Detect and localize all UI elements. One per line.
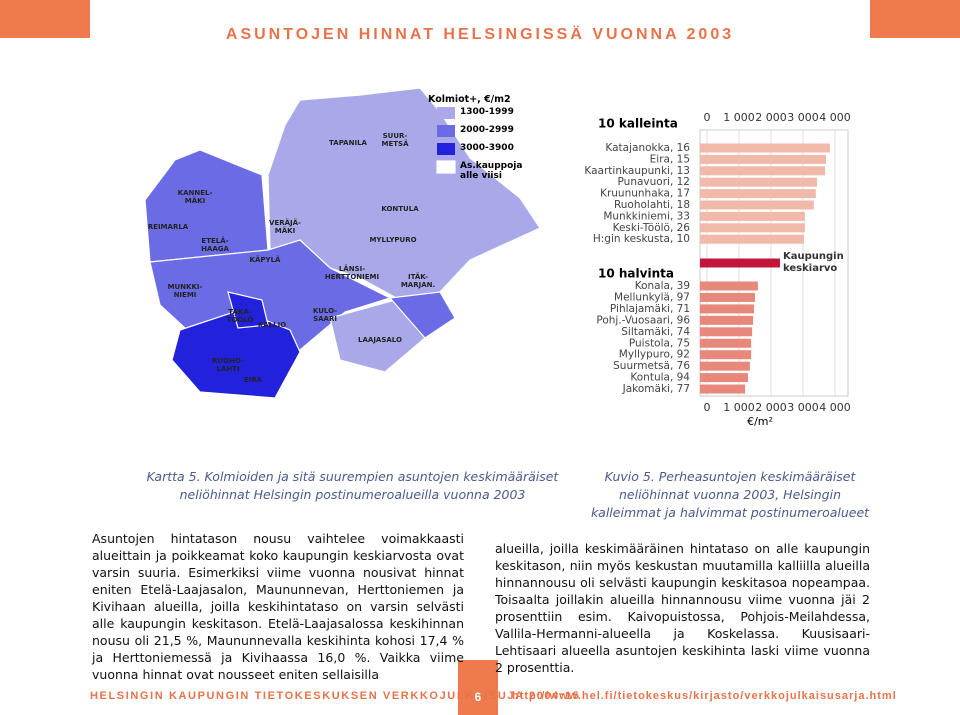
bar [700,200,814,210]
footer-series: HELSINGIN KAUPUNGIN TIETOKESKUKSEN VERKK… [90,690,581,702]
legend-label: 2000-2999 [460,125,514,135]
bar [700,292,755,302]
bar [700,143,830,153]
district-label: TAPANILA [329,139,367,147]
x-tick-label: 0 [704,111,711,124]
category-label: Punavuori, 12 [618,176,690,188]
legend-label: As.kauppoja alle viisi [460,161,523,181]
x-tick-label: 1 000 [723,401,755,414]
page-title: ASUNTOJEN HINNAT HELSINGISSÄ VUONNA 2003 [225,26,735,43]
average-label: Kaupungin keskiarvo [783,251,844,274]
bar [700,234,804,244]
district-label: KÄPYLÄ [249,256,281,264]
district-label: MUNKKI- NIEMI [167,283,203,299]
category-label: Eira, 15 [650,153,690,165]
district-label: LÄNSI- HERTTONIEMI [324,265,380,281]
x-tick-label: 3 000 [787,111,819,124]
header-block [0,0,90,38]
category-label: Kontula, 94 [630,372,690,384]
x-tick-label: 0 [704,401,711,414]
category-label: Kaartinkaupunki, 13 [584,165,690,177]
map-area [329,299,426,373]
district-label: REIMARLA [147,223,189,231]
category-label: Suurmetsä, 76 [613,360,690,372]
category-label: Katajanokka, 16 [605,142,690,154]
page-number: 6 [474,690,482,704]
legend-swatch [437,143,455,155]
category-label: Pohj.-Vuosaari, 96 [596,314,690,326]
bar [700,223,805,233]
map-area [227,291,269,329]
bar [700,304,755,314]
bar [700,177,818,187]
district-label: MYLLYPURO [369,236,417,244]
category-label: Keski-Töölö, 26 [613,222,691,234]
map-caption: Kartta 5. Kolmioiden ja sitä suurempien … [146,469,559,502]
body-text-right: alueilla, joilla keskimääräinen hintatas… [495,541,870,675]
x-tick-label: 3 000 [787,401,819,414]
legend-title: Kolmiot+, €/m2 [428,94,511,105]
category-label: Myllypuro, 92 [619,349,690,361]
footer-url[interactable]: http://www.hel.fi/tietokeskus/kirjasto/v… [512,690,897,702]
district-label: TAKA- TÖÖLÖ [226,308,254,324]
district-label: RUOHO- LAHTI [212,357,244,373]
district-label: SUUR- METSÄ [381,132,409,148]
chart-caption: Kuvio 5. Perheasuntojen keskimääräiset n… [590,469,870,520]
category-label: Puistola, 75 [629,337,690,349]
district-label: VERÄJÄ- MÄKI [269,219,301,235]
bar [700,211,805,221]
group-label: 10 kalleinta [598,117,678,131]
bar [700,338,752,348]
category-label: Siltamäki, 74 [621,326,690,338]
x-tick-label: 2 000 [755,401,787,414]
x-tick-label: 4 000 [819,111,851,124]
bar [700,384,746,394]
bar [700,281,758,291]
legend-label: 1300-1999 [460,107,514,117]
legend-swatch [436,160,456,174]
bar [700,373,748,383]
category-label: Munkkiniemi, 33 [603,210,690,222]
x-tick-label: 1 000 [723,111,755,124]
bar [700,258,780,268]
header-block [870,0,960,38]
bar [700,350,752,360]
category-label: H:gin keskusta, 10 [593,233,690,245]
bar [700,327,753,337]
district-label: ETELÄ- HAAGA [201,237,229,253]
map-area [388,291,456,339]
district-label: KULO- SAARI [312,307,338,323]
district-label: ITÄK- MARJAN. [400,273,436,289]
bar [700,189,816,199]
category-label: Mellunkylä, 97 [614,291,690,303]
district-label: KALLIO [257,321,287,329]
legend-label: 3000-3900 [460,143,514,153]
district-label: EIRA [243,376,263,384]
district-label: KONTULA [381,205,419,213]
legend-swatch [437,125,455,137]
category-label: Ruoholahti, 18 [614,199,690,211]
body-text-left: Asuntojen hintatason nousu vaihtelee voi… [92,531,464,682]
legend-swatch [437,107,455,119]
x-axis-label: €/m² [747,415,773,428]
category-label: Kruununhaka, 17 [600,188,690,200]
bar [700,166,826,176]
district-label: KANNEL- MÄKI [177,189,213,205]
group-label: 10 halvinta [598,267,674,281]
map [144,87,541,399]
page-number-box [458,660,498,715]
bar [700,361,750,371]
category-label: Pihlajamäki, 71 [610,303,690,315]
x-tick-label: 4 000 [819,401,851,414]
category-label: Konala, 39 [635,280,690,292]
district-label: LAAJASALO [358,336,402,344]
bar [700,154,827,164]
bar [700,315,754,325]
category-label: Jakomäki, 77 [622,383,690,395]
x-tick-label: 2 000 [755,111,787,124]
